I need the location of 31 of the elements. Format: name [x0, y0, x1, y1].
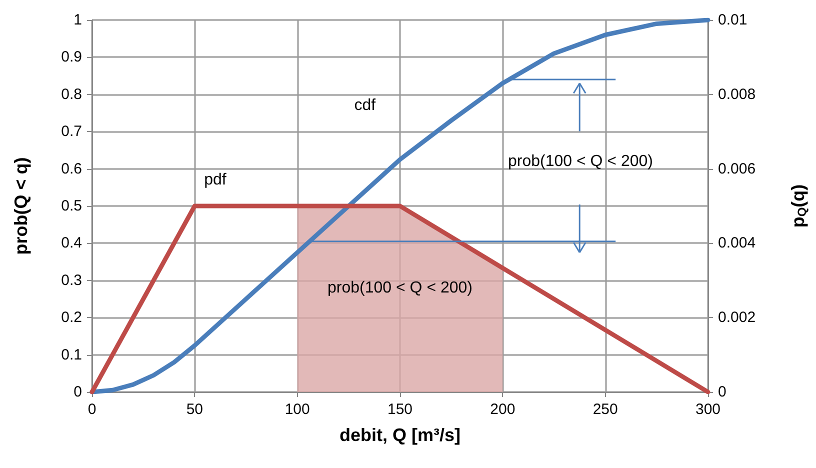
- y2-tick-label: 0.002: [718, 309, 756, 326]
- y2-tick-label: 0: [718, 384, 726, 400]
- x-tick-label: 250: [592, 401, 618, 418]
- y2-tick-label: 0.006: [718, 160, 756, 178]
- y-tick-label: 0: [74, 384, 82, 400]
- annotation: prob(100 < Q < 200): [328, 279, 472, 296]
- y-tick-label: 0.9: [61, 48, 82, 66]
- y-tick-label: 0.4: [61, 234, 82, 252]
- x-tick-label: 0: [88, 401, 96, 418]
- y2-axis-title: pQ(q): [788, 184, 809, 228]
- x-tick-label: 300: [695, 401, 721, 418]
- y2-tick-label: 0.004: [718, 234, 756, 252]
- x-axis-title: debit, Q [m³/s]: [340, 425, 460, 445]
- x-tick-label: 100: [284, 401, 310, 418]
- y-tick-label: 1: [74, 12, 82, 28]
- annotation: prob(100 < Q < 200): [508, 152, 653, 170]
- x-tick-label: 150: [387, 401, 413, 418]
- y-tick-label: 0.6: [61, 160, 82, 178]
- y-tick-label: 0.3: [61, 272, 82, 289]
- annotation: cdf: [354, 97, 376, 114]
- y2-tick-label: 0.01: [718, 12, 748, 28]
- x-tick-label: 50: [186, 401, 204, 418]
- y-tick-label: 0.7: [61, 123, 82, 140]
- y-tick-label: 0.2: [61, 309, 82, 326]
- y-tick-label: 0.8: [61, 86, 82, 103]
- y2-tick-label: 0.008: [718, 86, 756, 103]
- y-axis-title: prob(Q < q): [11, 157, 31, 255]
- annotation: pdf: [204, 171, 227, 188]
- y-tick-label: 0.5: [61, 198, 82, 214]
- x-tick-label: 200: [490, 401, 516, 418]
- y-tick-label: 0.1: [61, 346, 82, 364]
